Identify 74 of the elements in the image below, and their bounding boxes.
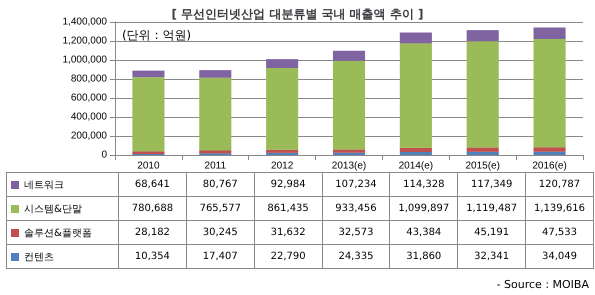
x-tick-label: 2011 [204, 160, 226, 172]
data-label: 47,533 [526, 220, 594, 244]
y-tick-label: 0 [101, 150, 108, 160]
x-tick-label: 2012 [271, 160, 294, 172]
data-label: 92,984 [254, 172, 322, 196]
bar [534, 38, 566, 148]
data-label: 861,435 [254, 196, 322, 220]
bar [266, 68, 298, 150]
bar [534, 147, 566, 152]
y-tick-label: 600,000 [70, 92, 108, 104]
data-label: 1,099,897 [390, 196, 458, 220]
data-label: 1,119,487 [458, 196, 526, 220]
data-label: 24,335 [322, 244, 390, 268]
text: - Source : MOIBA [496, 278, 589, 291]
bar [332, 50, 366, 61]
annotation: (단위 : 억원) [122, 27, 192, 44]
data-label: 32,573 [322, 220, 390, 244]
data-label: 780,688 [118, 196, 186, 220]
data-label: 765,577 [186, 196, 254, 220]
bar [400, 32, 432, 44]
data-label: 10,354 [118, 244, 186, 268]
bar [332, 60, 366, 150]
bar [132, 70, 164, 78]
chart-title: [ 무선인터넷산업 대분류별 국내 매출액 추이 ] [171, 7, 424, 21]
bar [199, 150, 232, 154]
y-tick-label: 800,000 [70, 74, 108, 84]
data-label: 30,245 [186, 220, 254, 244]
data-label: 22,790 [254, 244, 322, 268]
data-label: 17,407 [186, 244, 254, 268]
x-tick-label: 2014(e) [398, 160, 434, 172]
bar [466, 152, 499, 155]
data-label: 1,139,616 [526, 196, 594, 220]
legend-label: 네트워크 [6, 172, 118, 196]
bar [199, 70, 232, 78]
bar [400, 43, 432, 148]
bar [132, 151, 164, 154]
legend-label: 컨텐츠 [6, 244, 118, 268]
data-label: 117,349 [458, 172, 526, 196]
x-tick-label: 2015(e) [465, 160, 500, 172]
data-label: 28,182 [118, 220, 186, 244]
data-label: 32,341 [458, 244, 526, 268]
bar [466, 41, 499, 148]
y-tick-label: 1,400,000 [62, 16, 108, 28]
bar [534, 152, 566, 155]
bar [466, 30, 499, 42]
legend-label: 시스템&단말 [6, 196, 118, 220]
bar [400, 152, 432, 155]
bar [199, 78, 232, 150]
y-tick-label: 200,000 [70, 130, 108, 142]
y-tick-label: 1,000,000 [62, 54, 108, 66]
data-label: 120,787 [526, 172, 594, 196]
data-label: 31,632 [254, 220, 322, 244]
data-label: 933,456 [322, 196, 390, 220]
data-label: 34,049 [526, 244, 594, 268]
x-tick-label: 2013(e) [332, 160, 366, 172]
legend-label: 솔루션&플랫폼 [6, 220, 118, 244]
bar [400, 148, 432, 152]
data-label: 68,641 [118, 172, 186, 196]
data-label: 80,767 [186, 172, 254, 196]
bar [466, 148, 499, 152]
y-tick-label: 1,200,000 [62, 36, 108, 46]
data-label: 31,860 [390, 244, 458, 268]
data-label: 107,234 [322, 172, 390, 196]
bar [266, 59, 298, 68]
data-label: 45,191 [458, 220, 526, 244]
bar [132, 77, 164, 152]
bar [332, 150, 366, 153]
y-tick-label: 400,000 [70, 112, 108, 122]
x-tick-label: 2016(e) [532, 160, 567, 172]
data-label: 114,328 [390, 172, 458, 196]
data-label: 43,384 [390, 220, 458, 244]
bar [534, 28, 566, 39]
x-tick-label: 2010 [137, 160, 160, 172]
bar [266, 150, 298, 153]
